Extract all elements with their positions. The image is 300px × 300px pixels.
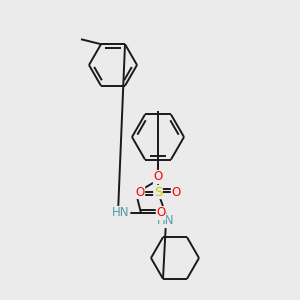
Text: O: O [153,170,163,184]
Text: O: O [171,185,181,199]
Text: HN: HN [157,214,175,227]
Text: O: O [135,185,145,199]
Text: O: O [156,206,166,220]
Text: HN: HN [112,206,130,220]
Text: S: S [154,185,162,199]
